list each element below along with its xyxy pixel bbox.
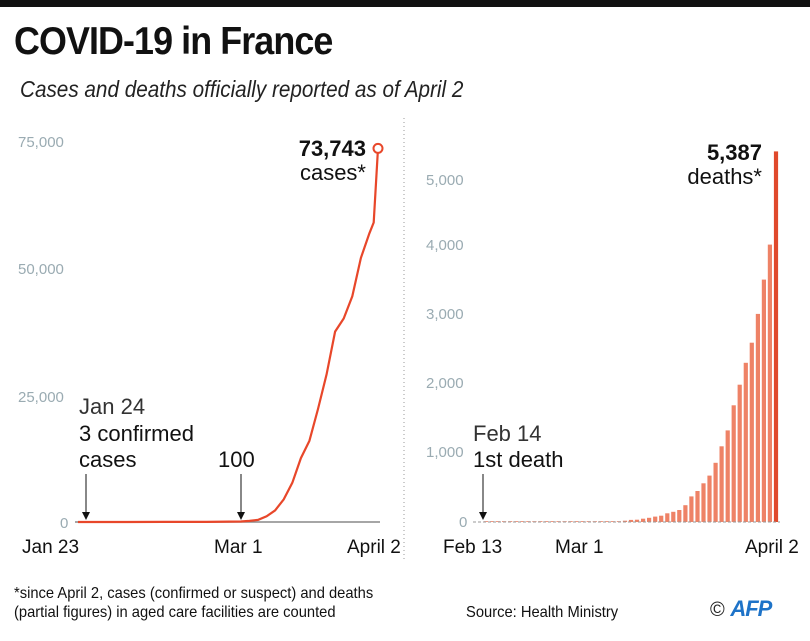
deaths-bar <box>689 496 694 522</box>
deaths-bar <box>544 521 549 522</box>
cases-xtick: April 2 <box>347 537 401 558</box>
deaths-total-label: 5,387 <box>707 140 762 165</box>
arrow-head-mar1 <box>237 512 245 520</box>
deaths-bar <box>659 515 664 522</box>
deaths-bar <box>490 521 495 522</box>
deaths-bar <box>677 510 682 522</box>
cases-endpoint <box>372 142 384 154</box>
footnote-line1: *since April 2, cases (confirmed or susp… <box>14 585 374 602</box>
deaths-bar <box>665 513 670 522</box>
deaths-bar <box>653 516 658 522</box>
cases-chart: 75,000 50,000 25,000 0 Jan 23 Mar 1 Apri… <box>18 134 401 558</box>
deaths-xtick: April 2 <box>745 537 799 558</box>
afp-credit: © AFP <box>710 596 772 622</box>
cases-ytick: 50,000 <box>18 261 64 278</box>
deaths-bar <box>647 517 652 522</box>
deaths-bar <box>743 362 748 522</box>
deaths-bar <box>707 475 712 522</box>
cases-ytick: 0 <box>60 515 68 532</box>
deaths-bar <box>610 521 615 522</box>
cases-xtick: Jan 23 <box>22 537 79 558</box>
deaths-bar <box>641 518 646 522</box>
chart-title: COVID-19 in France <box>14 20 333 63</box>
footnote-line2: (partial figures) in aged care facilitie… <box>14 604 336 621</box>
deaths-bar <box>749 342 754 522</box>
annotation-date-jan24: Jan 24 <box>79 394 145 419</box>
deaths-ytick: 3,000 <box>426 306 464 323</box>
deaths-bar <box>550 521 555 522</box>
arrow-head-jan24 <box>82 512 90 520</box>
deaths-bar <box>574 521 579 522</box>
deaths-bar <box>514 521 519 522</box>
chart-subtitle: Cases and deaths officially reported as … <box>20 76 464 102</box>
deaths-ytick: 2,000 <box>426 375 464 392</box>
deaths-bar <box>622 520 628 522</box>
deaths-xtick: Mar 1 <box>555 537 604 558</box>
annotation-date-feb14: Feb 14 <box>473 421 542 446</box>
cases-ytick: 75,000 <box>18 134 64 151</box>
annotation-first-cases-line1: 3 confirmed <box>79 421 194 446</box>
deaths-bar <box>520 521 525 522</box>
annotation-first-cases-line2: cases <box>79 447 136 472</box>
deaths-bar <box>737 384 742 522</box>
deaths-bar <box>604 521 609 522</box>
deaths-bar <box>731 405 736 522</box>
deaths-bar <box>671 511 676 522</box>
cases-unit-label: cases* <box>300 160 366 185</box>
deaths-bar <box>773 151 779 522</box>
deaths-bar <box>767 244 772 522</box>
deaths-bar <box>683 505 688 522</box>
deaths-ytick: 0 <box>459 514 467 531</box>
deaths-bar <box>725 430 730 522</box>
footnote: *since April 2, cases (confirmed or susp… <box>14 584 373 622</box>
annotation-100-cases: 100 <box>218 447 255 472</box>
deaths-bar <box>713 462 718 522</box>
deaths-ytick: 5,000 <box>426 172 464 189</box>
deaths-bar <box>634 519 640 522</box>
copyright-icon: © <box>710 599 725 621</box>
cases-xtick: Mar 1 <box>214 537 263 558</box>
deaths-bar <box>580 521 585 522</box>
annotation-first-death: 1st death <box>473 447 564 472</box>
top-bar <box>0 0 810 7</box>
deaths-chart: 5,000 4,000 3,000 2,000 1,000 0 Feb 13 M… <box>426 140 799 558</box>
deaths-bar <box>695 491 700 522</box>
deaths-ytick: 4,000 <box>426 237 464 254</box>
cases-line <box>78 148 380 524</box>
cases-total-label: 73,743 <box>299 136 366 161</box>
deaths-bar <box>719 446 724 522</box>
cases-ytick: 25,000 <box>18 389 64 406</box>
deaths-unit-label: deaths* <box>687 164 762 189</box>
deaths-bar <box>628 519 634 522</box>
deaths-ytick: 1,000 <box>426 444 464 461</box>
deaths-bar <box>701 483 706 522</box>
arrow-head-feb14 <box>479 512 487 520</box>
afp-logo: AFP <box>730 596 772 621</box>
source-label: Source: Health Ministry <box>466 604 619 621</box>
deaths-xtick: Feb 13 <box>443 537 502 558</box>
deaths-bar <box>755 313 760 522</box>
deaths-bar <box>761 279 766 522</box>
